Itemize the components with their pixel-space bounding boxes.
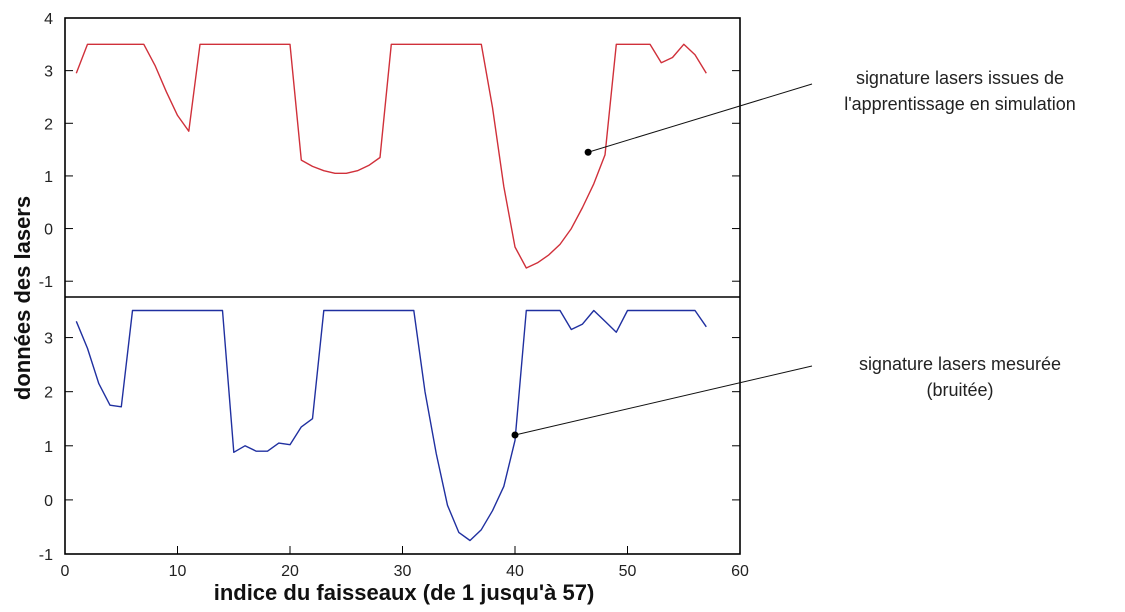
annotation-text: (bruitée) (926, 380, 993, 400)
annotation-text: signature lasers issues de (856, 68, 1064, 88)
x-tick-label: 20 (281, 563, 299, 580)
y-tick-label: 1 (44, 169, 53, 186)
y-tick-label: 2 (44, 385, 53, 402)
y-tick-label: 0 (44, 222, 53, 239)
x-tick-label: 10 (169, 563, 187, 580)
y-tick-label: 4 (44, 11, 53, 28)
series-line-0-0 (75, 43, 707, 269)
annotation-text: signature lasers mesurée (859, 354, 1061, 374)
series-line-1-0 (75, 309, 707, 542)
plot-frame (64, 17, 741, 555)
bottom-panel: 3 2 1 0 -1 (39, 309, 740, 564)
y-tick-label: 3 (44, 331, 53, 348)
y-tick-label: -1 (39, 274, 53, 291)
annotations: signature lasers issues de l'apprentissag… (511, 68, 1076, 439)
annotation-leader (514, 365, 813, 436)
annotation-dot (511, 431, 519, 439)
y-tick-label: 1 (44, 439, 53, 456)
x-axis-title: indice du faisseaux (de 1 jusqu'à 57) (214, 580, 595, 605)
x-tick-label: 30 (394, 563, 412, 580)
annotation-leader (587, 83, 813, 153)
y-tick-label: 0 (44, 493, 53, 510)
y-tick-label: -1 (39, 547, 53, 564)
x-axis: 0 10 20 30 40 50 60 (61, 546, 749, 580)
y-tick-label: 3 (44, 64, 53, 81)
annotation-dot (584, 148, 592, 156)
annotation-text: l'apprentissage en simulation (844, 94, 1076, 114)
x-tick-label: 60 (731, 563, 749, 580)
x-tick-label: 50 (619, 563, 637, 580)
y-axis-title: données des lasers (10, 196, 35, 400)
x-tick-label: 40 (506, 563, 524, 580)
plot-border (64, 17, 741, 555)
x-tick-label: 0 (61, 563, 70, 580)
y-tick-label: 2 (44, 116, 53, 133)
top-panel: 4 3 2 1 0 -1 (39, 11, 740, 291)
